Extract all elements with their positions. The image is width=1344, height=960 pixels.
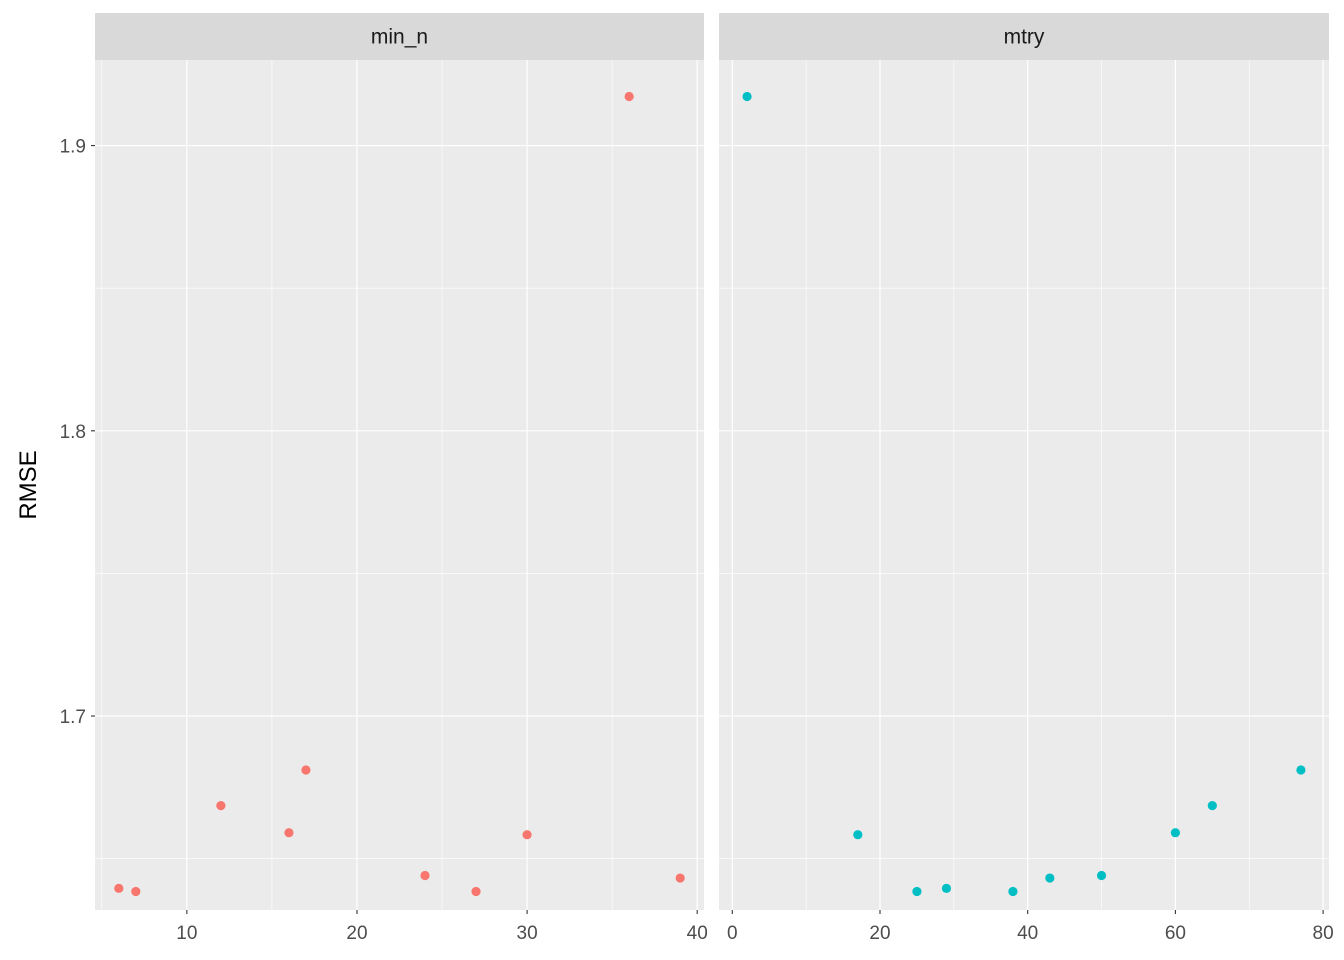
data-point (216, 801, 226, 811)
facet-panel-min_n: 10 20 30 40 min_n (95, 13, 708, 944)
data-point (624, 91, 634, 102)
x-tick-label: 40 (687, 923, 708, 944)
facet-strip (719, 13, 1329, 60)
facet-strip-label: mtry (1004, 26, 1045, 49)
data-point (1170, 828, 1180, 838)
data-point (912, 886, 922, 897)
data-point (114, 883, 124, 893)
data-point (1296, 765, 1306, 775)
data-point (853, 830, 863, 840)
facet-strip-label: min_n (371, 26, 428, 49)
y-tick-label: 1.7 (60, 707, 86, 728)
x-tick-label: 30 (517, 923, 538, 944)
data-point (301, 765, 311, 775)
data-point (131, 886, 141, 897)
y-tick-label: 1.8 (60, 422, 86, 443)
data-point (1207, 801, 1217, 811)
x-tick-label: 20 (346, 923, 367, 944)
x-tick-label: 0 (727, 923, 738, 944)
panel-background (95, 60, 704, 910)
data-point (1045, 873, 1055, 883)
data-point (420, 870, 430, 881)
facet-strip (95, 13, 704, 60)
x-tick-label: 40 (1017, 923, 1038, 944)
y-axis-title: RMSE (15, 450, 42, 519)
data-point (471, 886, 481, 897)
facet-panel-mtry: 0 20 40 60 80 mtry (719, 13, 1334, 944)
panel-background (719, 60, 1329, 910)
x-tick-label: 20 (869, 923, 890, 944)
x-tick-label: 80 (1313, 923, 1334, 944)
data-point (522, 830, 532, 840)
data-point (284, 828, 294, 838)
data-point (941, 883, 952, 893)
data-point (675, 873, 685, 883)
x-tick-label: 60 (1165, 923, 1186, 944)
y-tick-label: 1.9 (60, 137, 86, 158)
data-point (1096, 870, 1107, 881)
x-tick-label: 10 (176, 923, 197, 944)
data-point (1008, 886, 1018, 897)
data-point (742, 91, 752, 102)
